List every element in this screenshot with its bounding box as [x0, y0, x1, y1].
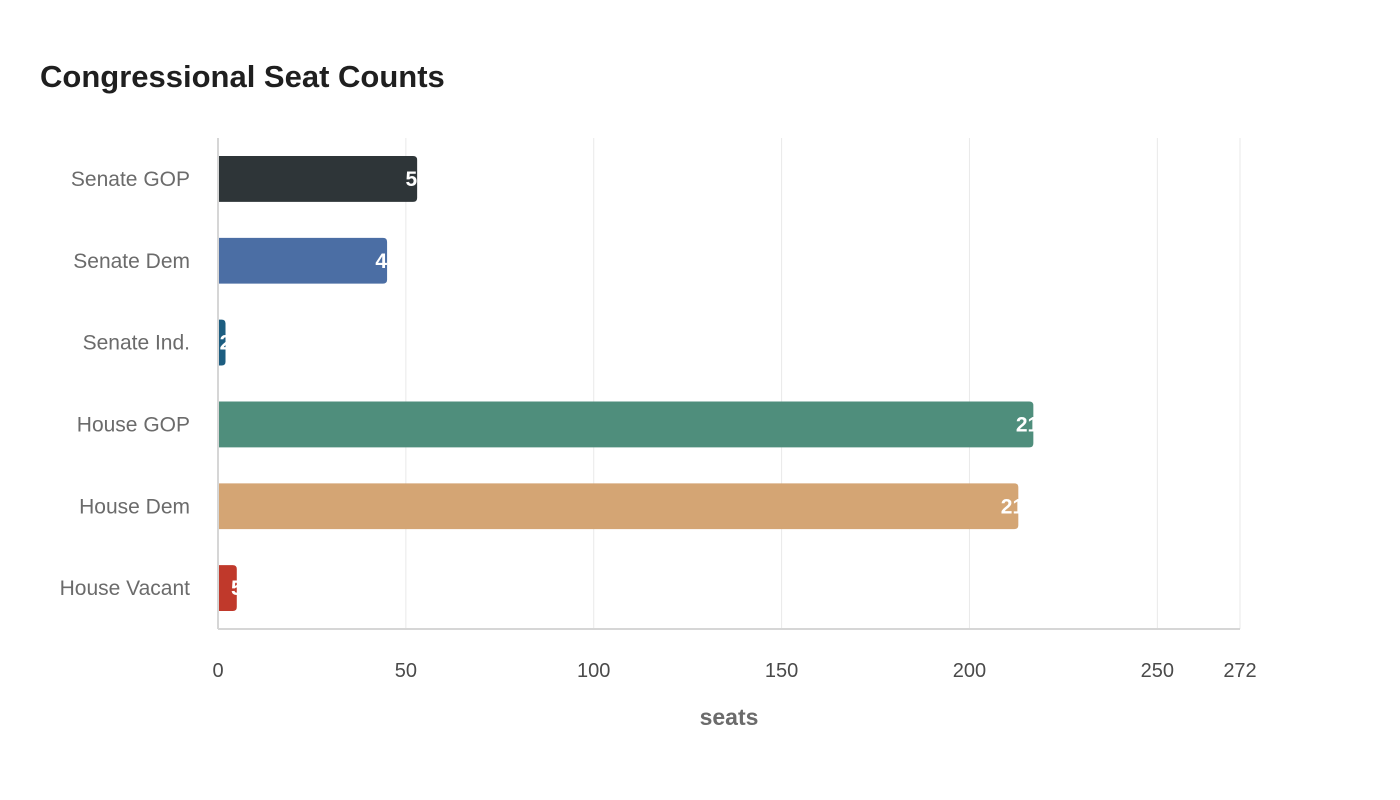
bar-value-label-house-gop: 217 — [1016, 413, 1051, 436]
category-label-house-vacant: House Vacant — [60, 577, 191, 600]
bar-value-label-house-vacant: 5 — [231, 577, 243, 600]
bar-value-label-senate-gop: 53 — [405, 168, 428, 191]
bar-house-gop — [218, 401, 1034, 448]
bars-group — [218, 156, 1034, 611]
bar-value-labels: 53 45 2 217 213 5 — [220, 168, 1051, 600]
category-label-house-gop: House GOP — [77, 413, 190, 436]
axes-group — [217, 138, 1240, 630]
bar-house-vacant — [218, 565, 237, 611]
x-tick-label-250: 250 — [1141, 660, 1174, 682]
x-tick-label-0: 0 — [212, 660, 223, 682]
x-tick-label-100: 100 — [577, 660, 610, 682]
grid-lines — [217, 138, 1241, 629]
category-label-house-dem: House Dem — [79, 495, 190, 518]
bar-senate-gop — [218, 156, 418, 202]
bar-value-label-senate-ind: 2 — [220, 332, 232, 355]
bar-senate-dem — [218, 237, 388, 284]
x-tick-label-150: 150 — [765, 660, 798, 682]
x-tick-label-50: 50 — [395, 660, 417, 682]
category-label-senate-dem: Senate Dem — [73, 250, 190, 273]
category-label-senate-gop: Senate GOP — [71, 168, 190, 191]
category-labels: Senate GOP Senate Dem Senate Ind. House GOP… — [60, 168, 191, 600]
bar-value-label-house-dem: 213 — [1001, 495, 1036, 518]
x-tick-label-272: 272 — [1223, 660, 1256, 682]
bar-value-label-senate-dem: 45 — [375, 250, 399, 273]
x-axis-title: seats — [700, 704, 759, 730]
category-label-senate-ind: Senate Ind. — [83, 332, 190, 355]
x-tick-label-200: 200 — [953, 660, 986, 682]
bar-senate-ind — [218, 319, 226, 366]
chart-title: Congressional Seat Counts — [40, 59, 445, 94]
bar-house-dem — [218, 483, 1019, 530]
x-tick-labels: 0 50 100 150 200 250 272 — [212, 660, 1256, 682]
